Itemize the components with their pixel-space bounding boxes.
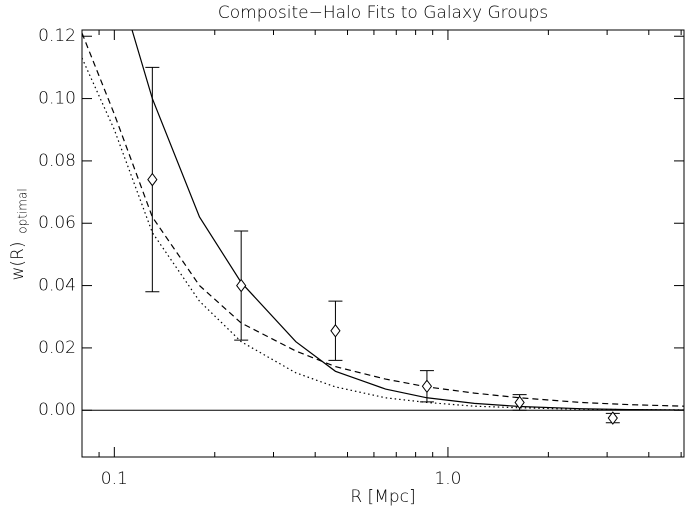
fit-curve — [131, 30, 684, 411]
data-point — [236, 278, 247, 293]
y-tick-label: 0.00 — [38, 400, 76, 420]
data-point — [421, 379, 433, 394]
y-tick-label: 0.08 — [38, 151, 76, 171]
y-tick-label: 0.04 — [38, 276, 76, 296]
x-tick-label: 1.0 — [434, 469, 461, 489]
y-tick-label: 0.02 — [38, 338, 76, 358]
fit-curve — [82, 32, 684, 407]
x-axis-label: R [Mpc] — [350, 487, 415, 507]
data-point — [514, 395, 525, 410]
fit-curve — [82, 57, 684, 411]
data-point — [330, 323, 341, 338]
y-axis-label-sub: optimal — [16, 188, 30, 233]
data-point — [147, 172, 158, 187]
plot-area — [82, 30, 684, 425]
chart-title: Composite−Halo Fits to Galaxy Groups — [218, 3, 548, 23]
y-axis-label-main: w(R) — [8, 242, 28, 281]
y-tick-label: 0.06 — [38, 213, 76, 233]
x-tick-label: 0.1 — [101, 469, 128, 489]
y-tick-label: 0.12 — [38, 26, 76, 46]
y-tick-label: 0.10 — [38, 89, 76, 109]
plot-frame — [81, 29, 685, 458]
y-axis-label: w(R) optimal — [8, 188, 30, 280]
data-point — [607, 411, 618, 425]
